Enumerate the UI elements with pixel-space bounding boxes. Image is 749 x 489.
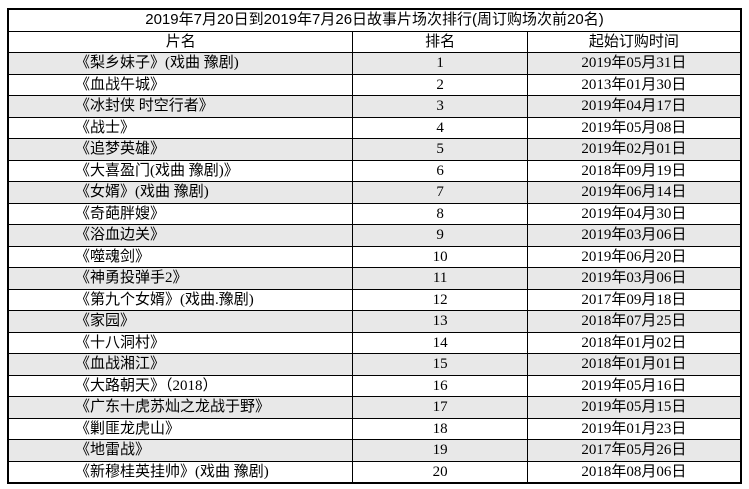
rank-cell: 20 xyxy=(352,460,528,484)
header-row: 片名 排名 起始订购时间 xyxy=(7,30,742,53)
table-row: 《剿匪龙虎山》 18 2019年01月23日 xyxy=(7,417,742,440)
order-date-cell: 2019年06月14日 xyxy=(526,181,742,204)
film-name-cell: 《神勇投弹手2》 xyxy=(7,267,354,290)
film-name-cell: 《战士》 xyxy=(7,116,354,139)
film-name-cell: 《家园》 xyxy=(7,310,354,333)
order-date-cell: 2019年05月08日 xyxy=(526,116,742,139)
rank-cell: 9 xyxy=(352,224,528,247)
film-name-cell: 《女婿》(戏曲 豫剧) xyxy=(7,181,354,204)
order-date-cell: 2018年08月06日 xyxy=(526,460,742,484)
table-row: 《大喜盈门(戏曲 豫剧)》 6 2018年09月19日 xyxy=(7,159,742,182)
film-name-cell: 《追梦英雄》 xyxy=(7,138,354,161)
table-row: 《女婿》(戏曲 豫剧) 7 2019年06月14日 xyxy=(7,181,742,204)
order-date-cell: 2017年05月26日 xyxy=(526,439,742,462)
rank-cell: 10 xyxy=(352,245,528,268)
order-date-cell: 2019年06月20日 xyxy=(526,245,742,268)
film-name-cell: 《广东十虎苏灿之龙战于野》 xyxy=(7,396,354,419)
table-row: 《噬魂剑》 10 2019年06月20日 xyxy=(7,245,742,268)
column-header-film-name: 片名 xyxy=(7,30,354,53)
rank-cell: 2 xyxy=(352,73,528,96)
order-date-cell: 2019年04月17日 xyxy=(526,95,742,118)
film-name-cell: 《奇葩胖嫂》 xyxy=(7,202,354,225)
rank-cell: 3 xyxy=(352,95,528,118)
rank-cell: 8 xyxy=(352,202,528,225)
table-row: 《新穆桂英挂帅》(戏曲 豫剧) 20 2018年08月06日 xyxy=(7,460,742,484)
table-row: 《奇葩胖嫂》 8 2019年04月30日 xyxy=(7,202,742,225)
table-row: 《梨乡妹子》(戏曲 豫剧) 1 2019年05月31日 xyxy=(7,52,742,75)
table-row: 《血战午城》 2 2013年01月30日 xyxy=(7,73,742,96)
order-date-cell: 2018年01月01日 xyxy=(526,353,742,376)
table-row: 《冰封侠 时空行者》 3 2019年04月17日 xyxy=(7,95,742,118)
table-row: 《血战湘江》 15 2018年01月01日 xyxy=(7,353,742,376)
film-name-cell: 《血战湘江》 xyxy=(7,353,354,376)
order-date-cell: 2017年09月18日 xyxy=(526,288,742,311)
rank-cell: 4 xyxy=(352,116,528,139)
film-name-cell: 《梨乡妹子》(戏曲 豫剧) xyxy=(7,52,354,75)
order-date-cell: 2019年03月06日 xyxy=(526,267,742,290)
rank-cell: 13 xyxy=(352,310,528,333)
table-row: 《神勇投弹手2》 11 2019年03月06日 xyxy=(7,267,742,290)
rank-cell: 14 xyxy=(352,331,528,354)
rank-cell: 5 xyxy=(352,138,528,161)
film-name-cell: 《十八洞村》 xyxy=(7,331,354,354)
order-date-cell: 2019年01月23日 xyxy=(526,417,742,440)
rank-cell: 1 xyxy=(352,52,528,75)
table-row: 《第九个女婿》(戏曲.豫剧) 12 2017年09月18日 xyxy=(7,288,742,311)
rank-cell: 6 xyxy=(352,159,528,182)
table-title: 2019年7月20日到2019年7月26日故事片场次排行(周订购场次前20名) xyxy=(7,8,742,32)
table-row: 《大路朝天》（2018） 16 2019年05月16日 xyxy=(7,374,742,397)
film-name-cell: 《剿匪龙虎山》 xyxy=(7,417,354,440)
order-date-cell: 2019年05月31日 xyxy=(526,52,742,75)
title-row: 2019年7月20日到2019年7月26日故事片场次排行(周订购场次前20名) xyxy=(7,8,742,32)
order-date-cell: 2018年01月02日 xyxy=(526,331,742,354)
rank-cell: 12 xyxy=(352,288,528,311)
column-header-order-date: 起始订购时间 xyxy=(526,30,742,53)
order-date-cell: 2013年01月30日 xyxy=(526,73,742,96)
order-date-cell: 2019年03月06日 xyxy=(526,224,742,247)
rank-cell: 17 xyxy=(352,396,528,419)
rank-cell: 7 xyxy=(352,181,528,204)
table-row: 《追梦英雄》 5 2019年02月01日 xyxy=(7,138,742,161)
film-name-cell: 《第九个女婿》(戏曲.豫剧) xyxy=(7,288,354,311)
rank-cell: 16 xyxy=(352,374,528,397)
rank-cell: 15 xyxy=(352,353,528,376)
table-row: 《广东十虎苏灿之龙战于野》 17 2019年05月15日 xyxy=(7,396,742,419)
order-date-cell: 2019年05月16日 xyxy=(526,374,742,397)
table-row: 《地雷战》 19 2017年05月26日 xyxy=(7,439,742,462)
film-name-cell: 《大喜盈门(戏曲 豫剧)》 xyxy=(7,159,354,182)
film-ranking-table: 2019年7月20日到2019年7月26日故事片场次排行(周订购场次前20名) … xyxy=(7,8,742,484)
order-date-cell: 2018年09月19日 xyxy=(526,159,742,182)
order-date-cell: 2019年02月01日 xyxy=(526,138,742,161)
rank-cell: 18 xyxy=(352,417,528,440)
order-date-cell: 2018年07月25日 xyxy=(526,310,742,333)
film-name-cell: 《浴血边关》 xyxy=(7,224,354,247)
order-date-cell: 2019年05月15日 xyxy=(526,396,742,419)
column-header-rank: 排名 xyxy=(352,30,528,53)
table-row: 《家园》 13 2018年07月25日 xyxy=(7,310,742,333)
film-name-cell: 《新穆桂英挂帅》(戏曲 豫剧) xyxy=(7,460,354,484)
order-date-cell: 2019年04月30日 xyxy=(526,202,742,225)
table-row: 《战士》 4 2019年05月08日 xyxy=(7,116,742,139)
film-name-cell: 《冰封侠 时空行者》 xyxy=(7,95,354,118)
film-ranking-report: 2019年7月20日到2019年7月26日故事片场次排行(周订购场次前20名) … xyxy=(7,8,742,484)
rank-cell: 11 xyxy=(352,267,528,290)
film-name-cell: 《大路朝天》（2018） xyxy=(7,374,354,397)
film-name-cell: 《血战午城》 xyxy=(7,73,354,96)
table-row: 《十八洞村》 14 2018年01月02日 xyxy=(7,331,742,354)
table-row: 《浴血边关》 9 2019年03月06日 xyxy=(7,224,742,247)
film-name-cell: 《地雷战》 xyxy=(7,439,354,462)
rank-cell: 19 xyxy=(352,439,528,462)
film-name-cell: 《噬魂剑》 xyxy=(7,245,354,268)
